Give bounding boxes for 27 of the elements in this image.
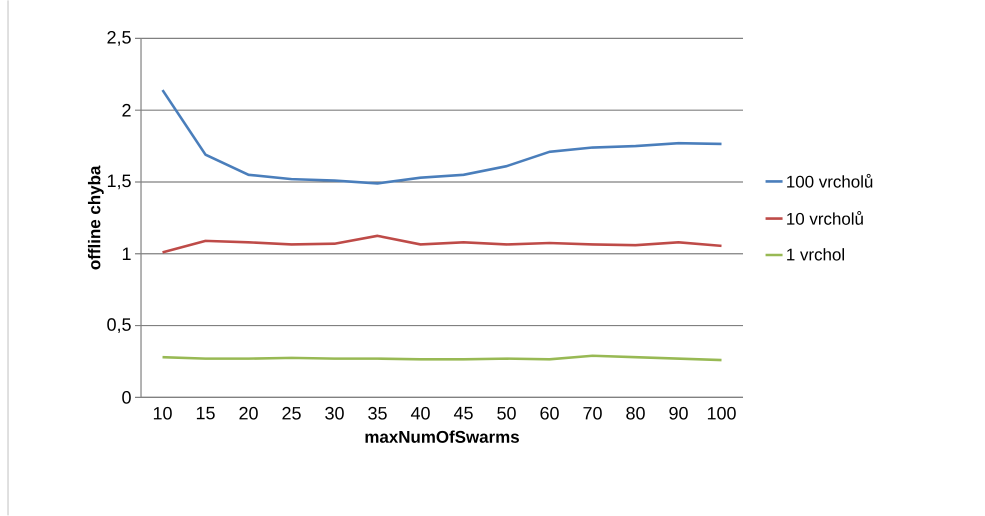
y-axis-title: offline chyba (88, 166, 104, 270)
y-tick-label: 1 (122, 248, 131, 260)
x-tick-label: 90 (669, 407, 688, 420)
x-tick-label: 70 (583, 407, 602, 420)
x-tick-label: 30 (325, 407, 344, 420)
x-tick-label: 15 (196, 407, 215, 420)
y-tick-label: 2 (122, 104, 131, 117)
x-tick-label: 20 (239, 407, 258, 420)
line-series (161, 234, 723, 254)
legend-label: 10 vrcholů (787, 211, 863, 225)
y-tick-label: 1,5 (108, 174, 131, 190)
x-tick-label: 40 (410, 407, 430, 420)
y-tick-label: 2,5 (107, 31, 131, 46)
x-axis-title: maxNumOfSwarms (365, 430, 519, 443)
x-tick-label: 100 (708, 407, 736, 420)
legend-label: 1 vrchol (787, 248, 844, 261)
x-tick-label: 35 (368, 407, 387, 420)
x-tick-label: 60 (540, 407, 559, 420)
x-tick-label: 45 (454, 407, 473, 420)
x-tick-label: 25 (282, 407, 301, 420)
legend-label: 100 vrcholů (787, 174, 872, 188)
y-tick-label: 0,5 (107, 318, 131, 334)
x-tick-label: 10 (154, 407, 172, 420)
x-tick-label: 80 (626, 407, 645, 420)
y-tick-label: 0 (122, 391, 131, 404)
line-series (161, 88, 723, 185)
x-tick-label: 50 (497, 407, 516, 420)
